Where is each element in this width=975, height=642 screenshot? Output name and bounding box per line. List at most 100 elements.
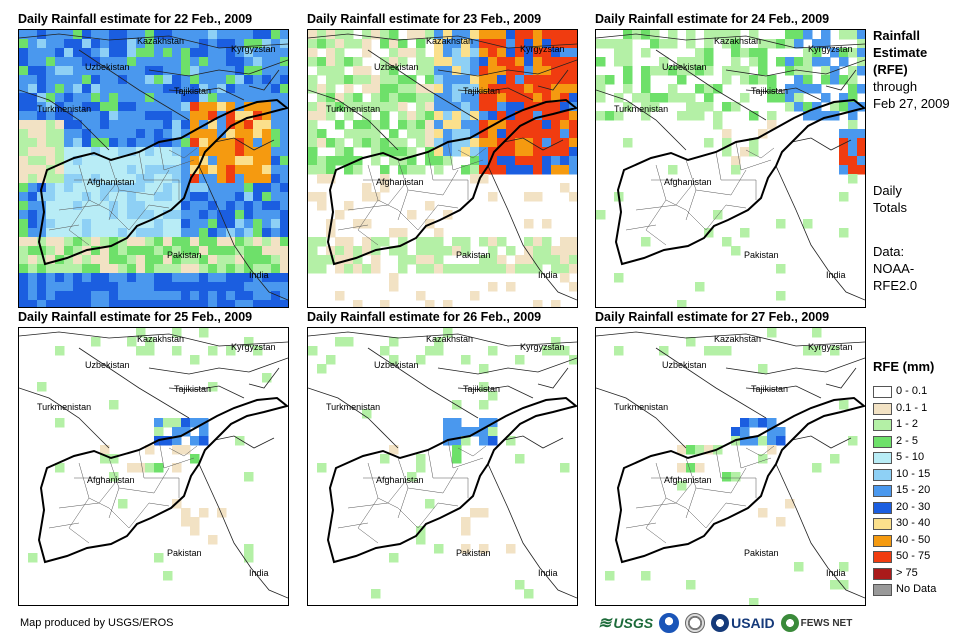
rainfall-cell [55,463,65,473]
rainfall-cell [434,120,444,130]
legend-label: No Data [896,583,937,595]
rainfall-cell [181,39,191,49]
rainfall-cell [551,337,561,347]
rainfall-cell [100,84,110,94]
country-label-kyrgyzstan: Kyrgyzstan [808,342,853,352]
rainfall-cell [217,246,227,256]
rainfall-cell [37,129,47,139]
rainfall-cell [244,219,254,229]
rainfall-cell [172,66,182,76]
rainfall-cell [100,282,110,292]
rainfall-cell [199,111,209,121]
rainfall-cell [172,427,182,437]
country-label-pakistan: Pakistan [744,548,779,558]
rainfall-cell [425,300,435,307]
rainfall-cell [136,174,146,184]
rainfall-cell [515,48,525,58]
rainfall-grid: KazakhstanKyrgyzstanUzbekistanTajikistan… [596,30,865,307]
rainfall-cell [37,210,47,220]
legend-swatch [873,419,892,431]
rainfall-cell [163,30,173,40]
rainfall-cell [82,75,92,85]
rainfall-cell [244,66,254,76]
rainfall-cell [443,129,453,139]
rainfall-cell [308,346,318,356]
rainfall-cell [37,138,47,148]
rainfall-cell [199,138,209,148]
rainfall-cell [82,291,92,301]
province-border [735,141,772,171]
rainfall-cell [19,120,29,130]
rainfall-cell [262,39,272,49]
rainfall-cell [452,75,462,85]
rainfall-cell [533,84,543,94]
rainfall-cell [262,102,272,112]
rainfall-cell [163,84,173,94]
rainfall-cell [199,156,209,166]
rainfall-cell [713,111,723,121]
province-border [347,179,409,211]
rainfall-cell [37,57,47,67]
rainfall-cell [145,66,155,76]
rainfall-cell [19,156,29,166]
rainfall-cell [73,237,83,247]
rainfall-cell [794,39,804,49]
rainfall-cell [163,192,173,202]
rainfall-cell [19,264,29,274]
country-border [308,33,577,49]
province-border [108,487,120,519]
rainfall-cell [64,210,74,220]
rainfall-cell [145,300,155,307]
rainfall-cell [190,30,200,40]
rainfall-cell [785,57,795,67]
rainfall-cell [172,328,182,338]
country-border [437,59,577,77]
rainfall-cell [551,255,561,265]
rainfall-cell [425,255,435,265]
rainfall-cell [740,427,750,437]
rainfall-cell [46,291,56,301]
province-border [347,477,409,509]
rainfall-cell [46,138,56,148]
rainfall-cell [199,66,209,76]
rainfall-cell [91,282,101,292]
rainfall-cell [461,165,471,175]
rainfall-cell [641,84,651,94]
rainfall-cell [767,445,777,455]
rainfall-cell [821,66,831,76]
rainfall-cell [73,255,83,265]
country-label-uzbekistan: Uzbekistan [662,62,707,72]
rainfall-cell [136,291,146,301]
rainfall-cell [461,246,471,256]
rainfall-cell [46,84,56,94]
rainfall-cell [425,246,435,256]
rainfall-cell [389,228,399,238]
rainfall-cell [452,30,462,40]
rainfall-cell [73,291,83,301]
rainfall-cell [515,129,525,139]
rainfall-cell [506,75,516,85]
rainfall-cell [190,228,200,238]
rainfall-cell [371,102,381,112]
rainfall-cell [226,48,236,58]
rainfall-cell [497,57,507,67]
rainfall-cell [73,201,83,211]
rainfall-cell [704,66,714,76]
rainfall-cell [488,111,498,121]
rainfall-cell [398,228,408,238]
rainfall-cell [533,192,543,202]
rainfall-cell [28,201,38,211]
rainfall-cell [488,129,498,139]
rainfall-cell [181,201,191,211]
rainfall-cell [326,165,336,175]
rainfall-cell [145,264,155,274]
rainfall-cell [280,264,288,274]
rainfall-cell [326,75,336,85]
rainfall-cell [217,237,227,247]
country-border [168,87,245,101]
rainfall-cell [677,93,687,103]
rainfall-cell [452,39,462,49]
rainfall-cell [560,246,570,256]
rainfall-cell [560,156,570,166]
rainfall-cell [848,48,858,58]
